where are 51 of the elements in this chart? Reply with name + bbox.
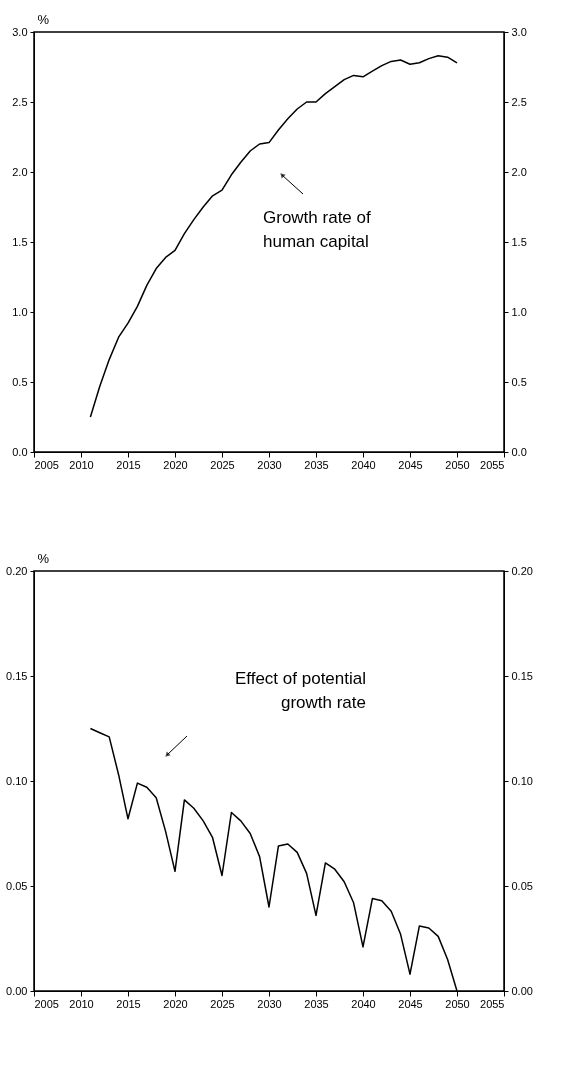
y2-tick-label: 1.0	[511, 305, 527, 318]
line-series	[89, 55, 458, 418]
y2-tick-label: 0.15	[511, 669, 533, 682]
y2-tick-label: 0.10	[511, 774, 533, 787]
x-tick-label: 2035	[304, 997, 329, 1010]
x-tick-label: 2020	[163, 458, 188, 471]
y-tick-label: 2.5	[12, 95, 28, 108]
x-tick-label: 2045	[398, 458, 423, 471]
x-tick-label: 2030	[257, 997, 282, 1010]
y-tick-label: 1.0	[12, 305, 28, 318]
y-axis-title: %	[37, 11, 50, 27]
x-tick-label: 2050	[445, 997, 470, 1010]
x-tick-label: 2010	[69, 997, 94, 1010]
y2-tick-label: 0.5	[511, 375, 527, 388]
annotation: Growth rate of human capital	[263, 208, 371, 251]
x-tick-label: 2005	[34, 997, 59, 1010]
y2-tick-label: 1.5	[511, 235, 527, 248]
x-tick-label: 2020	[163, 997, 188, 1010]
y2-tick-label: 0.00	[511, 984, 533, 997]
annotation: Effect of potential growth rate	[234, 669, 366, 712]
x-tick-label: 2045	[398, 997, 423, 1010]
x-tick-label: 2015	[116, 458, 141, 471]
x-tick-label: 2015	[116, 997, 141, 1010]
y-axis-title: %	[37, 550, 50, 566]
y-tick-label: 0.05	[6, 879, 28, 892]
y-tick-label: 0.15	[6, 669, 28, 682]
x-tick-label: 2040	[351, 458, 376, 471]
x-tick-label: 2030	[257, 458, 282, 471]
y2-tick-label: 2.0	[511, 165, 527, 178]
x-tick-label: 2025	[210, 458, 235, 471]
y-tick-label: 0.10	[6, 774, 28, 787]
x-tick-label: 2055	[480, 997, 505, 1010]
y-tick-label: 2.0	[12, 165, 28, 178]
x-tick-label: 2035	[304, 458, 329, 471]
x-tick-label: 2010	[69, 458, 94, 471]
y2-tick-label: 0.20	[511, 564, 533, 577]
y-tick-label: 0.5	[12, 375, 28, 388]
x-tick-label: 2025	[210, 997, 235, 1010]
x-tick-label: 2005	[34, 458, 59, 471]
y-tick-label: 0.20	[6, 564, 28, 577]
y-tick-label: 1.5	[12, 235, 28, 248]
x-tick-label: 2040	[351, 997, 376, 1010]
y2-tick-label: 0.05	[511, 879, 533, 892]
x-tick-label: 2050	[445, 458, 470, 471]
x-tick-label: 2055	[480, 458, 505, 471]
y2-tick-label: 3.0	[511, 25, 527, 38]
y2-tick-label: 0.0	[511, 445, 527, 458]
y-tick-label: 3.0	[12, 25, 28, 38]
y-tick-label: 0.00	[6, 984, 28, 997]
y2-tick-label: 2.5	[511, 95, 527, 108]
y-tick-label: 0.0	[12, 445, 28, 458]
